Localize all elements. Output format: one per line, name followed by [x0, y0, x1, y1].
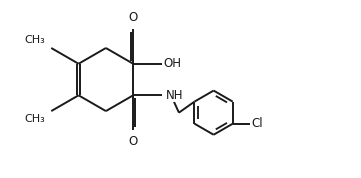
Text: OH: OH [163, 57, 181, 70]
Text: Cl: Cl [252, 117, 263, 130]
Text: O: O [129, 11, 138, 24]
Text: NH: NH [166, 89, 184, 102]
Text: CH₃: CH₃ [25, 114, 45, 124]
Text: CH₃: CH₃ [25, 35, 45, 45]
Text: O: O [129, 135, 138, 148]
